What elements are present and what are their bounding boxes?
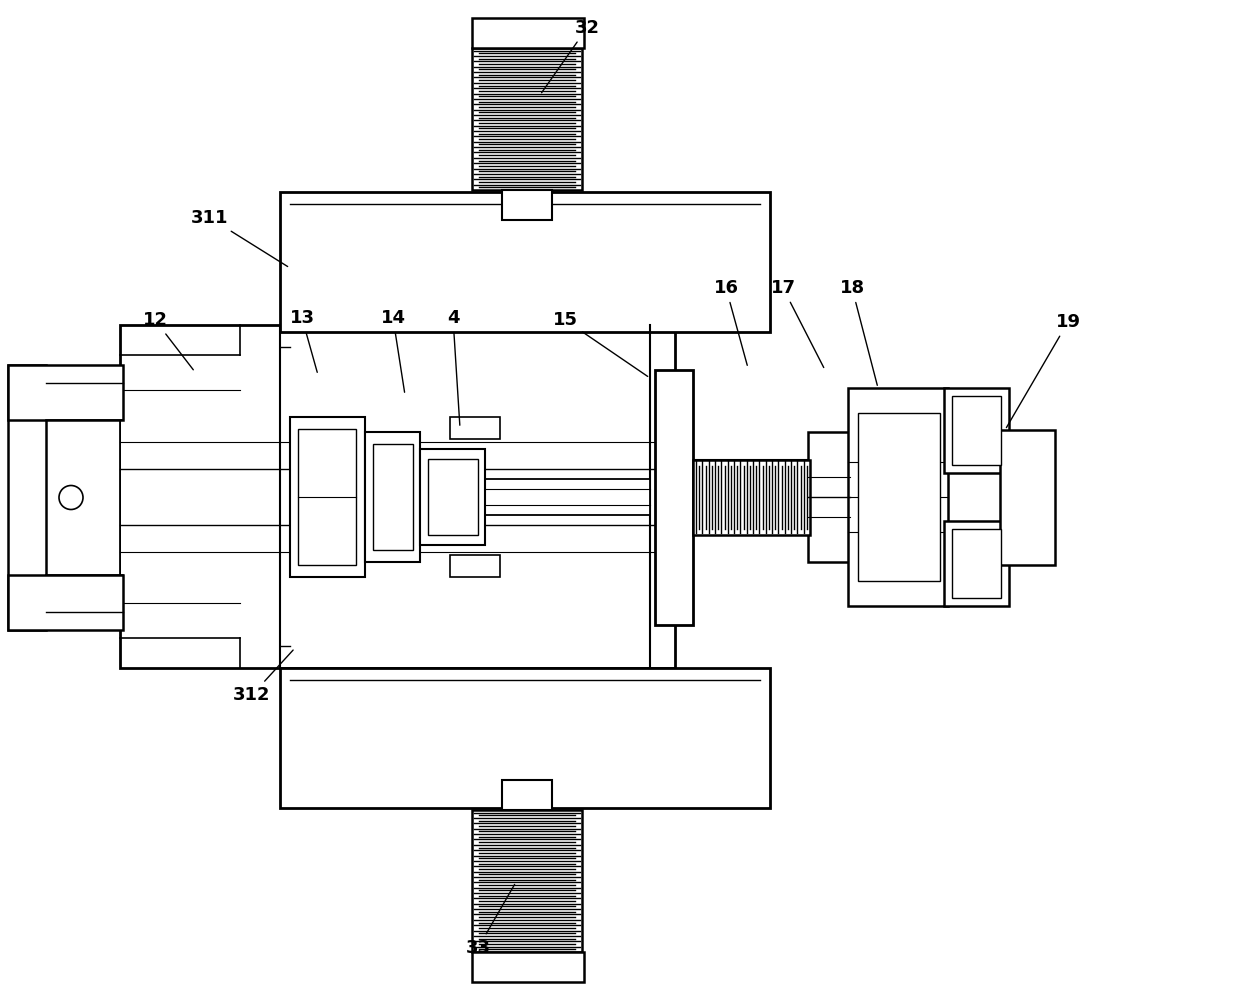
Bar — [655, 370, 693, 625]
Text: 19: 19 — [1007, 313, 1080, 427]
Bar — [120, 325, 675, 668]
Bar — [472, 48, 582, 190]
Bar — [502, 780, 552, 810]
Bar — [808, 432, 849, 562]
Text: 18: 18 — [839, 279, 878, 385]
Text: 32: 32 — [542, 19, 599, 92]
Bar — [7, 365, 46, 630]
Bar — [472, 810, 582, 952]
Text: 15: 15 — [553, 311, 647, 377]
Bar — [450, 416, 500, 438]
Bar — [858, 413, 940, 581]
Bar — [848, 388, 949, 606]
Bar — [298, 428, 356, 565]
Bar — [280, 192, 770, 332]
Bar — [502, 190, 552, 220]
Bar — [472, 18, 584, 48]
Bar — [365, 431, 420, 562]
Text: 33: 33 — [465, 884, 515, 957]
Bar — [373, 443, 413, 550]
Text: 311: 311 — [191, 209, 288, 266]
Bar — [7, 575, 123, 630]
Bar — [428, 458, 477, 535]
Bar — [280, 668, 770, 808]
Circle shape — [60, 485, 83, 510]
Text: 17: 17 — [770, 279, 823, 368]
Bar — [472, 952, 584, 982]
Bar — [693, 459, 810, 535]
Bar — [952, 529, 1001, 598]
Text: 312: 312 — [233, 650, 293, 704]
Bar — [999, 430, 1055, 565]
Text: 16: 16 — [713, 279, 748, 366]
Bar — [290, 416, 365, 577]
Text: 4: 4 — [446, 309, 460, 425]
Bar — [952, 396, 1001, 465]
Text: 14: 14 — [381, 309, 405, 392]
Text: 13: 13 — [289, 309, 317, 372]
Bar — [485, 478, 650, 515]
Text: 12: 12 — [143, 311, 193, 370]
Bar — [693, 460, 932, 535]
Bar — [122, 420, 146, 575]
Bar — [450, 555, 500, 577]
Bar — [944, 388, 1009, 473]
Bar — [420, 448, 485, 545]
Bar — [944, 521, 1009, 606]
Bar — [7, 365, 123, 420]
